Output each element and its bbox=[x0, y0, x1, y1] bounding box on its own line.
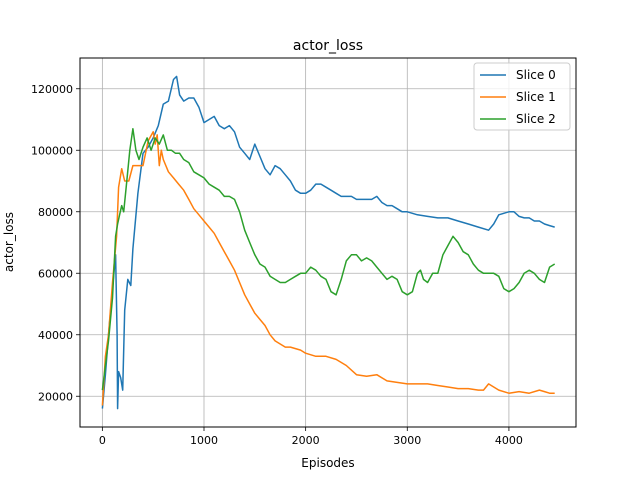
series-line-slice-0 bbox=[101, 75, 555, 410]
legend-box bbox=[473, 62, 571, 131]
plot-frame bbox=[79, 57, 577, 428]
x-axis-label: Episodes bbox=[301, 456, 354, 470]
chart-title: actor_loss bbox=[293, 38, 363, 54]
x-tick-label: 4000 bbox=[495, 434, 523, 447]
legend: Slice 0 Slice 1 Slice 2 bbox=[473, 62, 571, 131]
x-tick-label: 1000 bbox=[190, 434, 218, 447]
legend-label-slice-1: Slice 1 bbox=[516, 90, 556, 104]
y-tick-label: 80000 bbox=[38, 206, 73, 219]
y-tick-label: 20000 bbox=[38, 390, 73, 403]
y-tick-label: 120000 bbox=[31, 83, 73, 96]
x-tick-label: 0 bbox=[99, 434, 106, 447]
series-line-slice-1 bbox=[101, 131, 555, 406]
legend-label-slice-0: Slice 0 bbox=[516, 68, 556, 82]
series-line-slice-2 bbox=[101, 127, 556, 391]
plot-series bbox=[101, 75, 556, 410]
x-tick-label: 2000 bbox=[292, 434, 320, 447]
y-tick-label: 40000 bbox=[38, 329, 73, 342]
legend-label-slice-2: Slice 2 bbox=[516, 112, 556, 126]
y-tick-label: 100000 bbox=[31, 144, 73, 157]
axis-ticks: 0 1000 2000 3000 4000 20000 40000 60000 80000 100… bbox=[31, 83, 523, 447]
x-tick-label: 3000 bbox=[393, 434, 421, 447]
y-axis-label: actor_loss bbox=[2, 212, 16, 272]
y-tick-label: 60000 bbox=[38, 267, 73, 280]
